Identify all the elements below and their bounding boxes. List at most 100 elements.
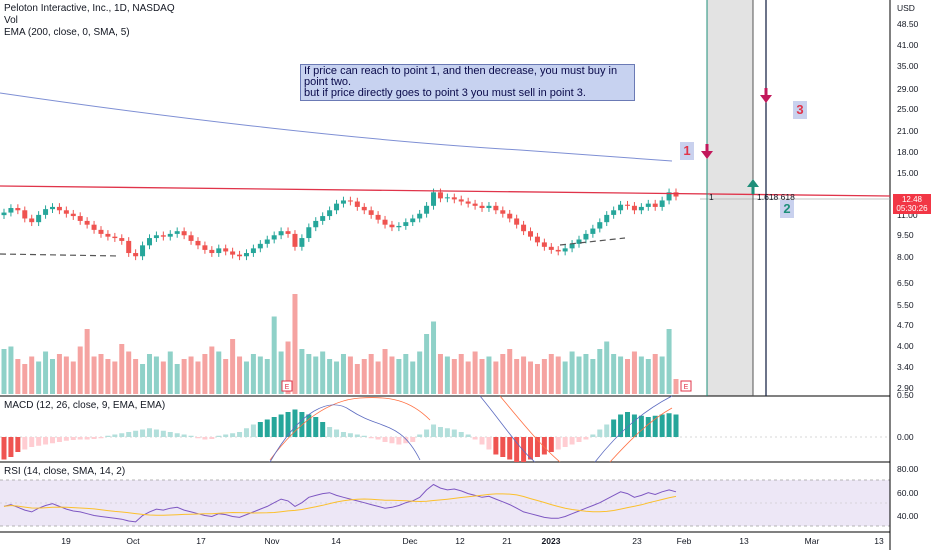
annotation-note[interactable]: If price can reach to point 1, and then … xyxy=(300,64,635,101)
candle-body[interactable] xyxy=(424,205,430,214)
candle-body[interactable] xyxy=(500,210,506,214)
candle-body[interactable] xyxy=(541,242,547,247)
candle-body[interactable] xyxy=(638,206,644,211)
candle-body[interactable] xyxy=(243,253,249,257)
candle-body[interactable] xyxy=(8,208,14,213)
symbol-legend[interactable]: Peloton Interactive, Inc., 1D, NASDAQ xyxy=(4,3,175,14)
candle-body[interactable] xyxy=(70,213,76,217)
candle-body[interactable] xyxy=(285,231,291,234)
candle-body[interactable] xyxy=(514,218,520,225)
candle-body[interactable] xyxy=(91,224,97,230)
candle-body[interactable] xyxy=(569,243,575,249)
macd-signal-line[interactable] xyxy=(609,407,673,463)
candle-body[interactable] xyxy=(631,205,637,211)
volume-legend[interactable]: Vol xyxy=(4,15,18,26)
candle-body[interactable] xyxy=(112,236,118,239)
ema-legend[interactable]: EMA (200, close, 0, SMA, 5) xyxy=(4,27,130,38)
rsi-legend[interactable]: RSI (14, close, SMA, 14, 2) xyxy=(4,466,126,477)
candle-body[interactable] xyxy=(202,245,208,250)
candle-body[interactable] xyxy=(666,192,672,201)
candle-body[interactable] xyxy=(611,210,617,215)
macd-legend[interactable]: MACD (12, 26, close, 9, EMA, EMA) xyxy=(4,400,166,411)
candle-body[interactable] xyxy=(160,235,166,237)
candle-body[interactable] xyxy=(562,248,568,252)
point-2-marker[interactable]: 2 xyxy=(780,200,794,218)
candle-body[interactable] xyxy=(299,238,305,247)
candle-body[interactable] xyxy=(15,208,21,211)
candle-body[interactable] xyxy=(403,222,409,226)
candle-body[interactable] xyxy=(126,240,132,254)
candle-body[interactable] xyxy=(548,246,554,250)
candle-body[interactable] xyxy=(49,206,55,210)
earnings-icon[interactable]: E xyxy=(281,380,293,392)
candle-body[interactable] xyxy=(354,201,360,207)
candle-body[interactable] xyxy=(645,203,651,207)
candle-body[interactable] xyxy=(597,222,603,229)
candle-body[interactable] xyxy=(98,229,104,234)
candle-body[interactable] xyxy=(528,231,534,237)
candle-body[interactable] xyxy=(250,248,256,254)
candle-body[interactable] xyxy=(382,219,388,225)
candle-body[interactable] xyxy=(257,243,263,249)
candle-body[interactable] xyxy=(237,254,243,257)
candle-body[interactable] xyxy=(396,225,402,228)
support-dash-left[interactable] xyxy=(0,253,121,257)
candle-body[interactable] xyxy=(417,213,423,219)
candle-body[interactable] xyxy=(264,239,270,244)
sell-arrow-icon[interactable] xyxy=(701,144,713,159)
candle-body[interactable] xyxy=(534,236,540,243)
candle-body[interactable] xyxy=(56,206,62,211)
candle-body[interactable] xyxy=(340,200,346,204)
candle-body[interactable] xyxy=(458,199,464,202)
earnings-icon[interactable]: E xyxy=(680,380,692,392)
candle-body[interactable] xyxy=(188,235,194,241)
support-dash-right[interactable] xyxy=(559,237,626,246)
candle-body[interactable] xyxy=(583,233,589,240)
rsi-ma-line[interactable] xyxy=(3,493,677,516)
candle-body[interactable] xyxy=(625,204,631,206)
macd-line[interactable] xyxy=(594,395,673,463)
current-price-tag[interactable]: 12.48 05:30:26 xyxy=(893,194,931,214)
macd-line[interactable] xyxy=(269,404,421,463)
candle-body[interactable] xyxy=(278,231,284,236)
candle-body[interactable] xyxy=(29,218,35,223)
candle-body[interactable] xyxy=(22,210,28,219)
candle-body[interactable] xyxy=(486,205,492,209)
price-axis[interactable]: 48.50 41.00 35.00 29.00 25.00 21.00 18.00 15.00… xyxy=(897,19,919,393)
candle-body[interactable] xyxy=(555,249,561,252)
candle-body[interactable] xyxy=(153,235,159,239)
candle-body[interactable] xyxy=(521,224,527,232)
candle-body[interactable] xyxy=(167,233,173,237)
buy-arrow-icon[interactable] xyxy=(747,179,759,194)
candle-body[interactable] xyxy=(673,192,679,197)
rsi-line[interactable] xyxy=(3,483,677,523)
sell-arrow-icon[interactable] xyxy=(760,88,772,103)
candle-body[interactable] xyxy=(174,231,180,234)
macd-signal-line[interactable] xyxy=(499,395,561,463)
candle-body[interactable] xyxy=(659,200,665,207)
candle-body[interactable] xyxy=(84,220,90,225)
candle-body[interactable] xyxy=(216,248,222,254)
candle-body[interactable] xyxy=(576,239,582,244)
candle-body[interactable] xyxy=(444,197,450,199)
candle-body[interactable] xyxy=(1,212,7,216)
candle-body[interactable] xyxy=(271,235,277,240)
candle-body[interactable] xyxy=(347,200,353,202)
resistance-line[interactable] xyxy=(0,185,891,197)
candle-body[interactable] xyxy=(479,205,485,209)
candle-body[interactable] xyxy=(146,238,152,246)
candle-body[interactable] xyxy=(437,192,443,199)
candle-body[interactable] xyxy=(431,192,437,206)
candle-body[interactable] xyxy=(590,228,596,234)
candle-body[interactable] xyxy=(119,238,125,241)
candle-body[interactable] xyxy=(368,210,374,215)
candle-body[interactable] xyxy=(320,216,326,221)
candle-body[interactable] xyxy=(195,240,201,246)
candle-body[interactable] xyxy=(334,203,340,211)
candle-body[interactable] xyxy=(133,253,139,257)
candle-body[interactable] xyxy=(292,233,298,247)
macd-signal-line[interactable] xyxy=(269,397,431,461)
ema-200-line[interactable] xyxy=(0,92,673,162)
candle-body[interactable] xyxy=(223,248,229,252)
candle-body[interactable] xyxy=(140,245,146,257)
